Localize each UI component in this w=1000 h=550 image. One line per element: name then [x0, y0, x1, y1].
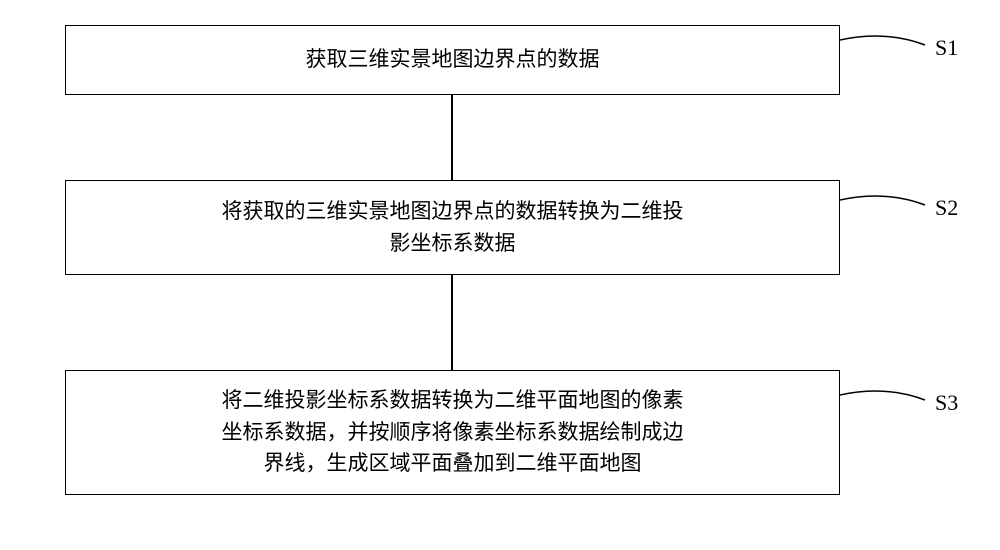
- flow-step-2: 将获取的三维实景地图边界点的数据转换为二维投影坐标系数据: [65, 180, 840, 275]
- label-connector-3: [840, 380, 930, 420]
- connector-2-3: [451, 275, 453, 370]
- step-label-1: S1: [935, 35, 958, 61]
- step-label-3: S3: [935, 390, 958, 416]
- step-label-2: S2: [935, 195, 958, 221]
- label-connector-2: [840, 185, 930, 225]
- flow-step-3: 将二维投影坐标系数据转换为二维平面地图的像素坐标系数据，并按顺序将像素坐标系数据…: [65, 370, 840, 495]
- flow-step-2-text: 将获取的三维实景地图边界点的数据转换为二维投影坐标系数据: [222, 196, 684, 259]
- label-connector-1: [840, 25, 930, 65]
- flow-step-3-text: 将二维投影坐标系数据转换为二维平面地图的像素坐标系数据，并按顺序将像素坐标系数据…: [222, 385, 684, 480]
- connector-1-2: [451, 95, 453, 180]
- flowchart-container: 获取三维实景地图边界点的数据 将获取的三维实景地图边界点的数据转换为二维投影坐标…: [0, 0, 1000, 550]
- flow-step-1: 获取三维实景地图边界点的数据: [65, 25, 840, 95]
- flow-step-1-text: 获取三维实景地图边界点的数据: [306, 44, 600, 76]
